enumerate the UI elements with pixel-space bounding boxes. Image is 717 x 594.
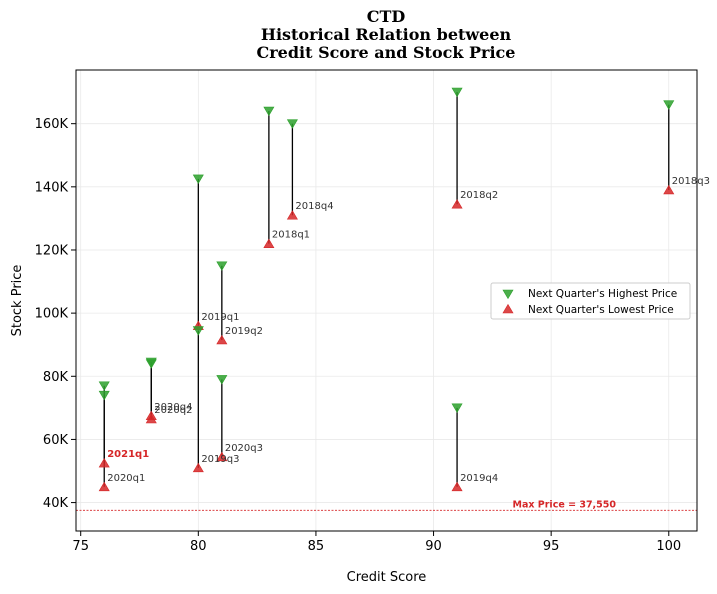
high-price-marker	[263, 106, 275, 117]
low-price-marker	[216, 451, 228, 462]
high-price-marker	[216, 375, 228, 385]
quarter-label: 2018q2	[460, 190, 498, 201]
low-price-marker	[263, 238, 275, 248]
quarter-label: 2019q4	[460, 473, 498, 484]
chart-title-line: Credit Score and Stock Price	[257, 43, 516, 62]
max-price-label: Max Price = 37,550	[512, 499, 616, 510]
high-price-marker	[286, 119, 298, 129]
y-tick-label: 60K	[43, 433, 69, 448]
low-price-marker	[192, 462, 204, 473]
quarter-label: 2020q1	[107, 473, 145, 484]
low-price-marker	[663, 184, 675, 195]
y-tick-label: 120K	[35, 243, 69, 258]
low-price-marker	[286, 210, 298, 220]
x-axis-label: Credit Score	[347, 570, 427, 585]
high-price-marker	[451, 403, 463, 413]
high-price-marker	[98, 390, 110, 401]
x-tick-label: 75	[72, 539, 89, 554]
high-price-marker	[98, 381, 110, 391]
plot-frame	[75, 69, 698, 532]
high-price-marker	[216, 261, 228, 271]
low-price-marker	[451, 199, 463, 209]
y-axis-label: Stock Price	[10, 265, 25, 337]
low-price-marker	[98, 481, 110, 492]
y-tick-label: 40K	[43, 496, 69, 511]
high-price-marker	[451, 87, 463, 98]
high-price-marker	[192, 326, 204, 336]
y-tick-label: 140K	[35, 180, 69, 195]
quarter-label: 2018q3	[672, 176, 710, 187]
legend-high-label: Next Quarter's Highest Price	[528, 288, 677, 300]
low-price-marker	[98, 458, 110, 468]
low-price-marker	[145, 410, 157, 421]
legend-high-marker	[502, 289, 514, 300]
chart-title-line: Historical Relation between	[261, 25, 512, 44]
x-tick-label: 90	[425, 539, 442, 554]
quarter-label: 2019q1	[201, 312, 239, 323]
legend-low-label: Next Quarter's Lowest Price	[528, 304, 674, 316]
y-tick-label: 80K	[43, 370, 69, 385]
y-tick-label: 160K	[35, 117, 69, 132]
low-price-marker	[451, 481, 463, 492]
quarter-label: 2021q1	[107, 449, 149, 460]
quarter-label: 2020q4	[154, 402, 192, 413]
quarter-label: 2019q2	[225, 326, 263, 337]
chart-title-line: CTD	[367, 7, 406, 26]
quarter-label: 2018q1	[272, 230, 310, 241]
quarter-label: 2019q3	[201, 454, 239, 465]
high-price-marker	[663, 100, 675, 110]
y-tick-label: 100K	[35, 307, 69, 322]
x-tick-label: 95	[543, 539, 560, 554]
x-tick-label: 85	[308, 539, 325, 554]
legend-low-marker	[502, 303, 514, 314]
quarter-label: 2020q3	[225, 443, 263, 454]
quarter-label: 2020q2	[154, 405, 192, 416]
quarter-label: 2018q4	[295, 201, 333, 212]
high-price-marker	[192, 174, 204, 185]
x-tick-label: 80	[190, 539, 207, 554]
low-price-marker	[216, 334, 228, 345]
x-tick-label: 100	[656, 539, 681, 554]
legend-box	[490, 282, 691, 320]
high-price-marker	[145, 357, 157, 368]
